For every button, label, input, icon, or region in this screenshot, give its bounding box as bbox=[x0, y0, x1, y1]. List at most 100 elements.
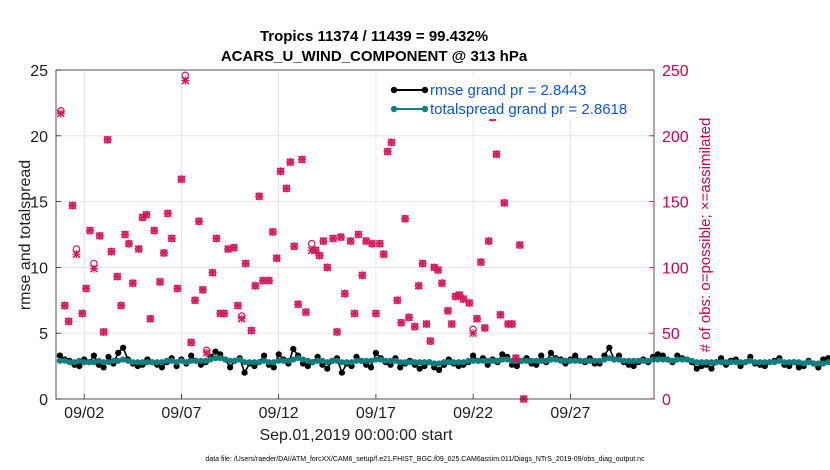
obs-assimilated-marker bbox=[117, 301, 126, 310]
rmse-point bbox=[241, 369, 248, 376]
obs-assimilated-marker bbox=[301, 308, 310, 317]
rmse-point bbox=[416, 365, 423, 372]
spread-point bbox=[538, 357, 545, 364]
spread-point bbox=[499, 356, 506, 363]
spread-point bbox=[489, 357, 496, 364]
obs-assimilated-marker bbox=[121, 230, 130, 239]
obs-assimilated-marker bbox=[181, 76, 190, 85]
rmse-point bbox=[338, 369, 345, 376]
spread-point bbox=[436, 360, 443, 367]
spread-point bbox=[367, 357, 375, 364]
obs-assimilated-marker bbox=[397, 318, 406, 327]
spread-point bbox=[163, 357, 170, 364]
legend-rmse-marker bbox=[421, 86, 429, 94]
spread-point bbox=[406, 359, 413, 366]
rmse-point bbox=[372, 349, 379, 356]
obs-assimilated-marker bbox=[484, 237, 493, 246]
rmse-point bbox=[693, 365, 700, 372]
obs-assimilated-marker bbox=[387, 138, 396, 147]
obs-assimilated-marker bbox=[434, 266, 443, 275]
spread-point bbox=[776, 357, 783, 364]
spread-point bbox=[713, 359, 720, 366]
spread-point bbox=[800, 360, 807, 367]
obs-assimilated-marker bbox=[404, 313, 413, 322]
spread-point bbox=[95, 357, 102, 364]
spread-point bbox=[426, 359, 433, 366]
obs-assimilated-marker bbox=[198, 285, 207, 294]
obs-assimilated-marker bbox=[194, 217, 203, 226]
obs-assimilated-marker bbox=[159, 248, 168, 257]
y-tick-label-left: 15 bbox=[30, 195, 48, 212]
rmse-point bbox=[290, 345, 297, 353]
obs-assimilated-marker bbox=[103, 135, 112, 144]
obs-assimilated-marker bbox=[333, 327, 342, 336]
spread-point bbox=[625, 357, 632, 364]
obs-assimilated-marker bbox=[354, 230, 363, 239]
spread-point bbox=[781, 359, 788, 366]
obs-assimilated-marker bbox=[113, 272, 122, 281]
legend: rmse grand pr = 2.8443 totalspread grand… bbox=[389, 77, 651, 119]
spread-point bbox=[693, 359, 700, 366]
spread-point bbox=[81, 359, 88, 366]
chart-title-line1: Tropics 11374 / 11439 = 99.432% bbox=[260, 28, 488, 45]
spread-point bbox=[504, 356, 511, 363]
spread-point bbox=[630, 357, 637, 364]
spread-point bbox=[825, 359, 830, 366]
obs-assimilated-marker bbox=[319, 237, 328, 246]
rmse-point bbox=[572, 352, 579, 359]
obs-possible-marker bbox=[307, 239, 316, 248]
spread-point bbox=[771, 359, 778, 366]
obs-assimilated-marker bbox=[375, 239, 384, 248]
spread-point bbox=[324, 359, 331, 366]
obs-assimilated-marker bbox=[241, 259, 250, 268]
obs-assimilated-marker bbox=[72, 250, 81, 259]
grid bbox=[56, 70, 654, 399]
spread-point bbox=[645, 357, 652, 364]
rmse-point bbox=[105, 353, 112, 360]
spread-point bbox=[635, 357, 642, 364]
obs-assimilated-marker bbox=[323, 263, 332, 272]
data-file-footnote: data file: /Users/raeder/DAI/ATM_forcXX/… bbox=[205, 456, 645, 463]
y-axis-label-right: # of obs: o=possible; ×=assimilated bbox=[697, 118, 714, 353]
spread-point bbox=[494, 357, 501, 364]
spread-point bbox=[353, 357, 360, 364]
obs-assimilated-marker bbox=[95, 231, 104, 240]
spread-point bbox=[440, 359, 448, 366]
spread-point bbox=[110, 357, 117, 364]
spread-point bbox=[227, 357, 234, 364]
spread-point bbox=[562, 357, 569, 364]
spread-point bbox=[460, 359, 467, 366]
obs-assimilated-marker bbox=[476, 258, 485, 267]
spread-point bbox=[606, 355, 613, 362]
spread-point bbox=[805, 359, 812, 366]
spread-point bbox=[139, 359, 146, 366]
spread-point bbox=[601, 356, 608, 363]
obs-assimilated-marker bbox=[150, 226, 159, 235]
obs-assimilated-marker bbox=[383, 147, 392, 156]
spread-point bbox=[581, 357, 589, 364]
spread-point bbox=[431, 360, 438, 367]
spread-point bbox=[815, 360, 822, 367]
obs-assimilated-marker bbox=[163, 209, 172, 218]
spread-point bbox=[212, 355, 219, 362]
obs-assimilated-marker bbox=[401, 214, 410, 223]
rmse-point bbox=[470, 352, 477, 359]
obs-assimilated-marker bbox=[68, 201, 77, 210]
spread-point bbox=[149, 359, 156, 366]
spread-point bbox=[718, 359, 725, 366]
spread-point bbox=[737, 359, 744, 366]
spread-point bbox=[474, 357, 482, 364]
obs-assimilated-marker bbox=[89, 264, 98, 273]
rmse-point bbox=[304, 363, 311, 370]
obs-assimilated-marker bbox=[146, 314, 155, 323]
spread-point bbox=[363, 357, 370, 364]
spread-point bbox=[61, 357, 68, 364]
x-tick-label: 09/17 bbox=[356, 405, 396, 422]
spread-point bbox=[572, 357, 579, 364]
spread-point bbox=[66, 359, 73, 366]
obs-assimilated-marker bbox=[272, 254, 281, 263]
spread-point bbox=[299, 356, 307, 363]
spread-point bbox=[158, 359, 166, 366]
spread-point bbox=[392, 357, 399, 364]
y-tick-label-right: 0 bbox=[662, 392, 671, 409]
